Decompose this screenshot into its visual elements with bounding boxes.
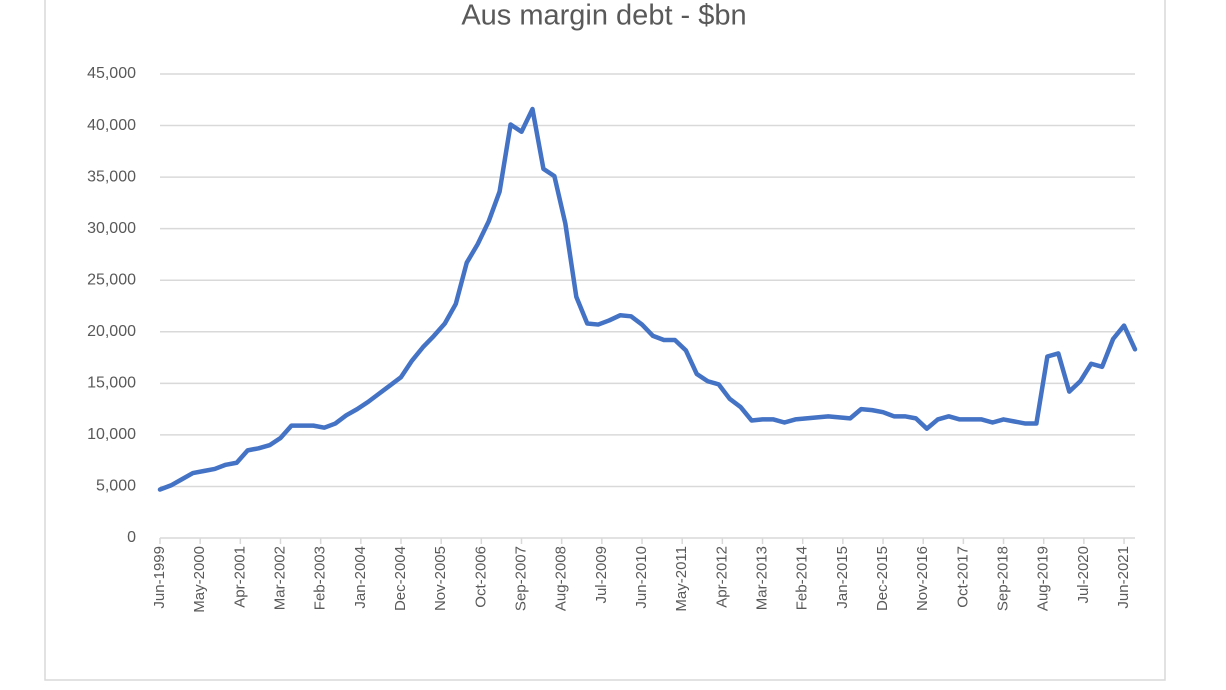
x-tick-label: Jun-2010 [633,546,650,609]
x-tick-label: Dec-2015 [874,546,891,611]
y-tick-label: 25,000 [87,271,136,288]
x-tick-label: Aug-2019 [1035,546,1052,611]
y-tick-label: 10,000 [87,426,136,443]
x-tick-label: Nov-2016 [914,546,931,611]
y-tick-label: 40,000 [87,117,136,134]
x-tick-label: Jan-2015 [834,546,851,609]
x-tick-label: Mar-2013 [753,546,770,610]
y-tick-label: 20,000 [87,323,136,340]
x-tick-label: Feb-2014 [794,546,811,610]
x-tick-label: Jan-2004 [352,546,369,609]
data-line [157,106,1138,492]
x-tick-label: Sep-2018 [995,546,1012,611]
x-tick-label: Dec-2004 [392,546,409,611]
y-tick-label: 30,000 [87,220,136,237]
y-tick-label: 0 [127,529,136,546]
x-tick-label: Feb-2003 [312,546,329,610]
y-tick-label: 5,000 [96,478,136,495]
x-tick-label: Sep-2007 [512,546,529,611]
x-tick-label: Aug-2008 [553,546,570,611]
x-tick-label: Apr-2001 [231,546,248,608]
x-tick-label: Oct-2006 [472,546,489,608]
y-tick-label: 35,000 [87,168,136,185]
chart-title: Aus margin debt - $bn [461,0,746,32]
x-tick-label: Jul-2009 [593,546,610,604]
y-tick-label: 45,000 [87,65,136,82]
x-tick-label: May-2000 [191,546,208,613]
x-tick-label: Apr-2012 [713,546,730,608]
x-tick-label: Oct-2017 [954,546,971,608]
chart-border [44,0,1166,681]
x-tick-label: Mar-2002 [271,546,288,610]
y-tick-label: 15,000 [87,375,136,392]
x-tick-label: Nov-2005 [432,546,449,611]
x-tick-label: Jul-2020 [1075,546,1092,604]
x-tick-label: Jun-2021 [1115,546,1132,609]
x-tick-label: May-2011 [673,546,690,612]
x-tick-label: Jun-1999 [151,546,168,609]
